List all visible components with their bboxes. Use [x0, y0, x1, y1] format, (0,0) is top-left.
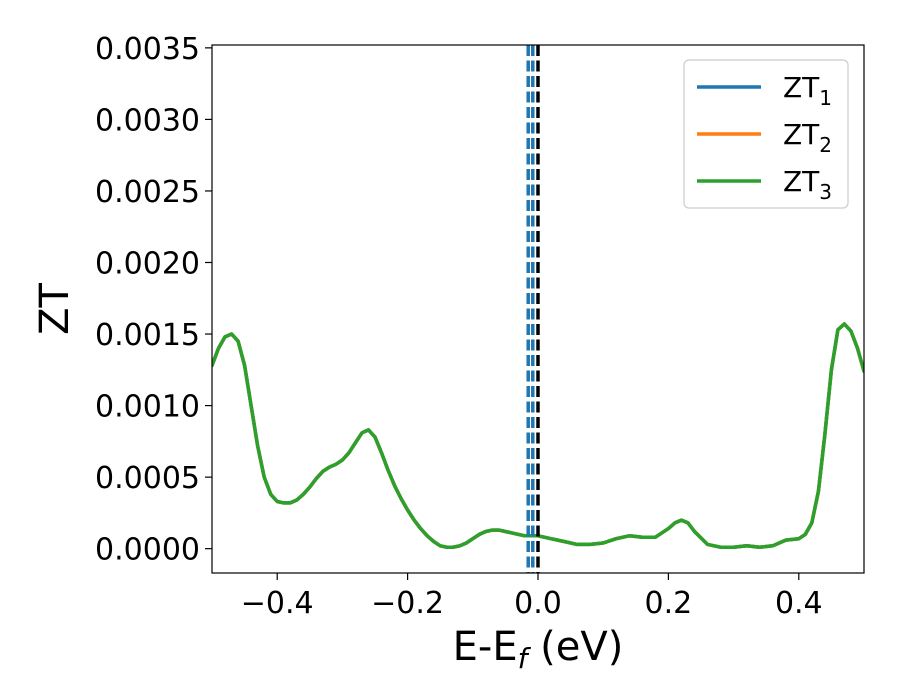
legend-label-2: ZT2 — [783, 118, 832, 157]
x-axis-title-main: E-E — [453, 624, 518, 670]
x-axis-ticks: −0.4 −0.2 0.0 0.2 0.4 — [241, 573, 823, 621]
legend-box — [683, 59, 849, 209]
y-tick-label: 0.0015 — [95, 318, 200, 353]
plot-lines — [212, 322, 864, 549]
x-tick-label: −0.4 — [241, 586, 314, 621]
legend-label-1: ZT1 — [783, 71, 832, 110]
y-tick-label: 0.0035 — [95, 32, 200, 67]
legend-label-3: ZT3 — [783, 165, 832, 204]
x-tick-label: 0.0 — [514, 586, 562, 621]
x-axis-title: E-Ef (eV) — [453, 624, 624, 675]
x-tick-label: 0.4 — [775, 586, 823, 621]
x-axis-title-unit: (eV) — [527, 624, 623, 670]
x-tick-label: 0.2 — [645, 586, 693, 621]
series-line-3 — [212, 322, 864, 549]
y-tick-label: 0.0030 — [95, 103, 200, 138]
legend: ZT1 ZT2 ZT3 — [683, 59, 849, 209]
legend-items: ZT1 ZT2 ZT3 — [697, 71, 832, 204]
y-tick-label: 0.0010 — [95, 390, 200, 425]
y-axis-ticks: 0.0000 0.0005 0.0010 0.0015 0.0020 0.0025 0.00… — [95, 32, 212, 568]
y-axis-title: ZT — [32, 283, 78, 335]
x-tick-label: −0.2 — [371, 586, 444, 621]
y-tick-label: 0.0005 — [95, 461, 200, 496]
y-tick-label: 0.0020 — [95, 246, 200, 281]
y-tick-label: 0.0025 — [95, 175, 200, 210]
vertical-reference-lines — [526, 45, 540, 573]
y-tick-label: 0.0000 — [95, 533, 200, 568]
